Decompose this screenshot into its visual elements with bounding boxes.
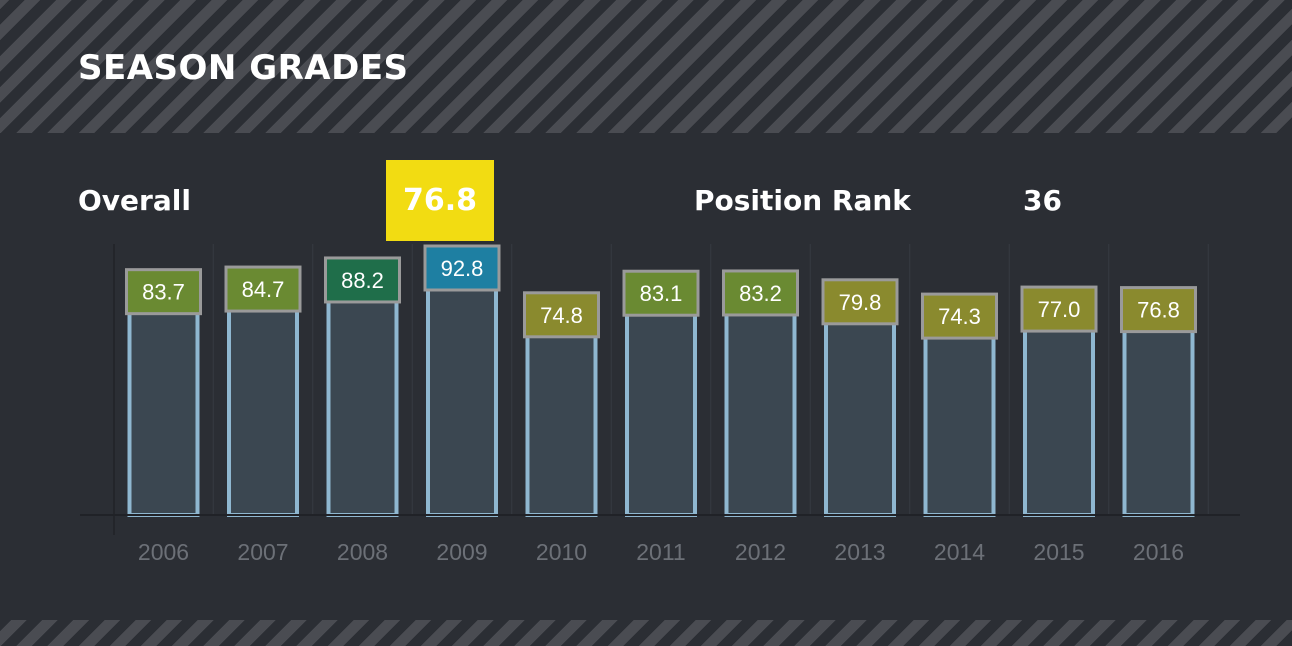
- bar-2014: [923, 332, 996, 517]
- grade-label-box: [821, 278, 899, 326]
- data-label: 76.8: [1137, 298, 1180, 323]
- bar-2011: [625, 309, 697, 517]
- x-tick-label: 2006: [138, 539, 189, 565]
- x-tick-label: 2012: [735, 539, 786, 565]
- bar-2015: [1023, 325, 1095, 517]
- data-label: 74.8: [540, 303, 583, 328]
- bar-2013: [824, 317, 896, 517]
- grade-label-box: [1120, 286, 1197, 334]
- grade-label-box: [921, 292, 998, 340]
- x-tick-label: 2013: [834, 539, 885, 565]
- grade-label-box: [722, 269, 799, 317]
- footer-stripe: [0, 620, 1292, 646]
- x-tick-label: 2014: [934, 539, 985, 565]
- bar-2007: [227, 305, 299, 517]
- bar-2012: [724, 308, 797, 517]
- overall-grade-badge: 76.8: [386, 160, 494, 241]
- x-tick-label: 2016: [1133, 539, 1184, 565]
- x-tick-label: 2007: [237, 539, 288, 565]
- bar-2010: [525, 330, 598, 517]
- x-tick-label: 2009: [436, 539, 487, 565]
- data-label: 77.0: [1038, 297, 1081, 322]
- data-label: 83.1: [640, 281, 683, 306]
- grade-label-box: [1020, 285, 1098, 333]
- grade-label-box: [125, 268, 202, 316]
- position-rank-value: 36: [1023, 184, 1062, 217]
- x-tick-label: 2011: [636, 539, 685, 565]
- x-tick-label: 2008: [337, 539, 388, 565]
- overall-label: Overall: [78, 184, 191, 217]
- data-label: 79.8: [839, 290, 882, 315]
- header-banner: SEASON GRADES: [0, 0, 1292, 133]
- bar-2008: [326, 295, 399, 517]
- x-tick-label: 2015: [1033, 539, 1084, 565]
- grade-label-box: [324, 256, 401, 304]
- data-label: 92.8: [441, 256, 484, 281]
- position-rank-label: Position Rank: [694, 184, 911, 217]
- grade-label-box: [523, 291, 600, 339]
- data-label: 83.7: [142, 280, 185, 305]
- x-tick-label: 2010: [536, 539, 587, 565]
- grade-label-box: [423, 244, 501, 292]
- data-label: 74.3: [938, 304, 981, 329]
- bar-2009: [426, 284, 498, 517]
- bar-2006: [127, 307, 200, 517]
- data-label: 83.2: [739, 281, 782, 306]
- grade-label-box: [622, 269, 700, 317]
- page-title: SEASON GRADES: [78, 48, 409, 88]
- data-label: 84.7: [242, 277, 285, 302]
- bar-2016: [1122, 325, 1195, 517]
- data-label: 88.2: [341, 268, 384, 293]
- grade-label-box: [224, 265, 302, 313]
